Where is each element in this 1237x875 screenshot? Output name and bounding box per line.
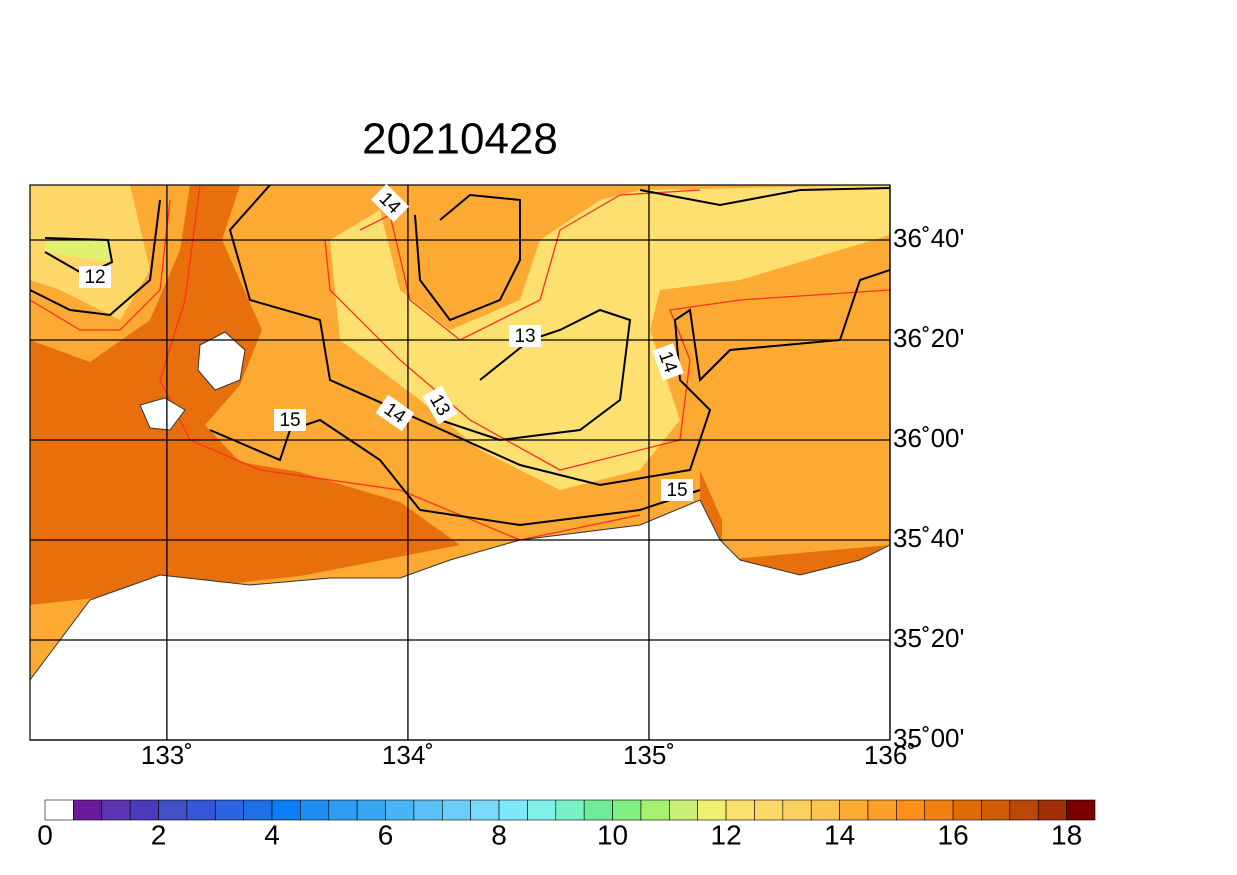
colorbar-box bbox=[810, 799, 840, 821]
colorbar-box bbox=[1066, 799, 1096, 821]
y-tick-label: 35˚40' bbox=[893, 523, 964, 553]
y-tick-label: 36˚40' bbox=[893, 223, 964, 253]
colorbar-box bbox=[73, 799, 103, 821]
island bbox=[139, 397, 186, 431]
contour-label-box bbox=[509, 325, 541, 347]
colorbar-box bbox=[214, 799, 244, 821]
colorbar-box bbox=[1037, 799, 1067, 821]
colorbar-label: 0 bbox=[37, 819, 53, 850]
colorbar-box bbox=[101, 799, 131, 821]
colorbar-box bbox=[839, 799, 869, 821]
colorbar-label: 10 bbox=[597, 819, 628, 850]
colorbar-box bbox=[413, 799, 443, 821]
temperature-field bbox=[30, 185, 890, 740]
contour-label-text: 15 bbox=[279, 410, 300, 431]
colorbar-box bbox=[555, 799, 585, 821]
colorbar-box bbox=[640, 799, 670, 821]
y-tick-label: 36˚00' bbox=[893, 423, 964, 453]
x-tick-label: 134˚ bbox=[382, 740, 434, 770]
contour-label: 15 bbox=[661, 479, 693, 501]
contour-label-box bbox=[274, 409, 306, 431]
red-contours bbox=[30, 185, 890, 541]
x-tick-label: 135˚ bbox=[623, 740, 675, 770]
land bbox=[30, 499, 890, 740]
y-tick-label: 36˚20' bbox=[893, 323, 964, 353]
colorbar-box bbox=[186, 799, 216, 821]
colorbar-box bbox=[952, 799, 982, 821]
island bbox=[197, 331, 246, 391]
contour-label-text: 12 bbox=[84, 267, 105, 288]
contour-label-box bbox=[422, 385, 458, 425]
y-tick-label: 35˚20' bbox=[893, 623, 964, 653]
field-coolest bbox=[45, 238, 112, 262]
colorbar-box bbox=[271, 799, 301, 821]
contour-label-box bbox=[370, 183, 410, 223]
contour-label-text: 13 bbox=[514, 326, 535, 347]
colorbar-box bbox=[158, 799, 188, 821]
colorbar-box bbox=[243, 799, 273, 821]
colorbar-box bbox=[1009, 799, 1039, 821]
colorbar-box bbox=[782, 799, 812, 821]
y-tick-label: 35˚00' bbox=[893, 723, 964, 753]
colorbar-label: 12 bbox=[711, 819, 742, 850]
colorbar-label: 14 bbox=[824, 819, 855, 850]
colorbar-box bbox=[385, 799, 415, 821]
colorbar-box bbox=[356, 799, 386, 821]
colorbar-label: 2 bbox=[151, 819, 167, 850]
contour-label-box bbox=[79, 266, 111, 288]
contour-label-box bbox=[652, 343, 684, 381]
colorbar-box bbox=[725, 799, 755, 821]
colorbar-box bbox=[129, 799, 159, 821]
contour-label: 13 bbox=[509, 325, 541, 347]
colorbar-label: 8 bbox=[491, 819, 507, 850]
colorbar-box bbox=[498, 799, 528, 821]
colorbar-box bbox=[754, 799, 784, 821]
title: 20210428 bbox=[362, 115, 558, 164]
field-warm-yellow bbox=[330, 185, 890, 490]
colorbar-box bbox=[981, 799, 1011, 821]
contour-label: 15 bbox=[274, 409, 306, 431]
colorbar-box bbox=[896, 799, 926, 821]
x-tick-label: 133˚ bbox=[141, 740, 193, 770]
contour-label-box bbox=[375, 394, 415, 432]
colorbar-box bbox=[470, 799, 500, 821]
colorbar-box bbox=[612, 799, 642, 821]
contour-label: 12 bbox=[79, 266, 111, 288]
map-frame bbox=[29, 184, 891, 741]
field-hot bbox=[30, 185, 460, 605]
x-tick-label: 136˚ bbox=[864, 740, 916, 770]
colorbar-box bbox=[669, 799, 699, 821]
colorbar-box bbox=[300, 799, 330, 821]
field-hot-coast bbox=[700, 470, 890, 585]
colorbar-label: 16 bbox=[938, 819, 969, 850]
colorbar-label: 4 bbox=[264, 819, 280, 850]
colorbar-box bbox=[924, 799, 954, 821]
colorbar-box bbox=[44, 799, 74, 821]
colorbar-box bbox=[583, 799, 613, 821]
colorbar-label: 6 bbox=[378, 819, 394, 850]
colorbar-box bbox=[867, 799, 897, 821]
contour-label-box bbox=[661, 479, 693, 501]
colorbar-label: 18 bbox=[1051, 819, 1082, 850]
colorbar-box bbox=[441, 799, 471, 821]
colorbar-box bbox=[697, 799, 727, 821]
contour-label-text: 15 bbox=[666, 480, 687, 501]
colorbar-box bbox=[328, 799, 358, 821]
colorbar-box bbox=[527, 799, 557, 821]
